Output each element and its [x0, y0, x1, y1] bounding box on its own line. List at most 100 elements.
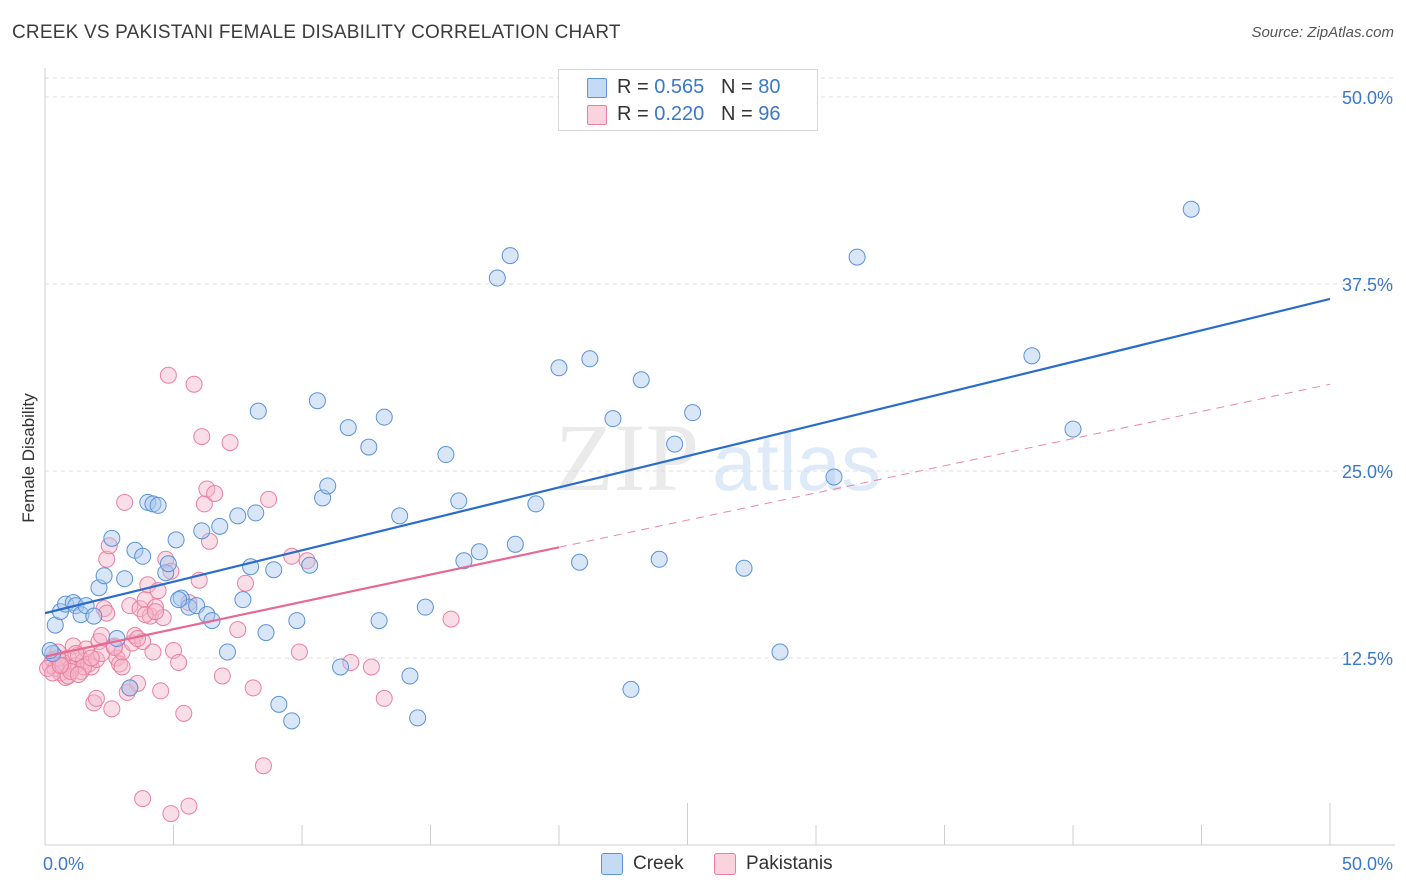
creek-point	[283, 712, 301, 730]
creek-legend-label: Creek	[633, 853, 684, 874]
creek-point	[229, 507, 247, 525]
creek-r-value: 0.565	[654, 75, 705, 98]
pakistanis-point	[442, 610, 460, 628]
pakistanis-legend-swatch	[587, 105, 607, 125]
pakistanis-point	[206, 484, 224, 502]
pakistanis-point	[213, 667, 231, 685]
creek-point	[167, 531, 185, 549]
creek-point	[159, 555, 177, 573]
creek-point	[72, 606, 90, 624]
creek-point	[622, 680, 640, 698]
series-legend-pakistanis: Pakistanis	[714, 851, 833, 877]
x-tick-label: 0.0%	[43, 854, 84, 874]
pakistanis-point	[193, 428, 211, 446]
creek-point	[265, 561, 283, 579]
y-tick-label: 50.0%	[1342, 88, 1393, 108]
creek-r-label: R =	[617, 75, 649, 98]
pakistanis-point	[51, 656, 69, 674]
pakistanis-point	[134, 790, 152, 808]
pakistanis-point	[195, 495, 213, 513]
creek-point	[339, 419, 357, 437]
creek-point	[249, 402, 267, 420]
pakistanis-point	[260, 490, 278, 508]
pakistanis-point	[229, 621, 247, 639]
pakistanis-point	[254, 757, 272, 775]
pakistanis-point	[98, 604, 116, 622]
creek-point	[632, 371, 650, 389]
pakistanis-point	[85, 694, 103, 712]
creek-point	[375, 408, 393, 426]
creek-point	[581, 350, 599, 368]
pakistanis-point	[82, 649, 100, 667]
creek-point	[666, 435, 684, 453]
creek-point	[571, 553, 589, 571]
pakistanis-n-label: N =	[720, 102, 753, 125]
watermark-atlas: atlas	[712, 418, 881, 507]
creek-point	[825, 468, 843, 486]
pakistanis-point	[362, 658, 380, 676]
pakistanis-point	[113, 658, 131, 676]
creek-point	[85, 607, 103, 625]
creek-point	[103, 529, 121, 547]
pakistanis-r-value: 0.220	[654, 102, 705, 125]
y-tick-label: 12.5%	[1342, 649, 1393, 669]
creek-point	[401, 667, 419, 685]
creek-point	[455, 552, 473, 570]
creek-point	[470, 543, 488, 561]
creek-n-value: 80	[758, 75, 781, 98]
creek-point	[488, 269, 506, 287]
creek-point	[506, 535, 524, 553]
creek-point	[1064, 420, 1082, 438]
pakistanis-stats-row: R = 0.220 N = 96	[617, 101, 780, 127]
pakistanis-point	[180, 797, 198, 815]
creek-point	[771, 643, 789, 661]
creek-point	[270, 695, 288, 713]
pakistanis-point	[147, 603, 165, 621]
pakistanis-point	[221, 434, 239, 452]
correlation-legend: R = 0.565 N = 80 R = 0.220 N = 96	[558, 69, 818, 131]
pakistanis-trend-line	[44, 546, 560, 658]
pakistanis-point	[136, 606, 154, 624]
pakistanis-point	[170, 653, 188, 671]
creek-point	[308, 392, 326, 410]
pakistanis-point	[159, 366, 177, 384]
creek-point	[211, 517, 229, 535]
creek-stats-row: R = 0.565 N = 80	[617, 74, 780, 100]
x-tick-label: 50.0%	[1342, 854, 1393, 874]
pakistanis-point	[175, 704, 193, 722]
pakistanis-point	[162, 805, 180, 823]
creek-point	[193, 522, 211, 540]
creek-point	[319, 477, 337, 495]
creek-point	[684, 404, 702, 422]
creek-point	[604, 410, 622, 428]
creek-point	[650, 550, 668, 568]
pakistanis-r-label: R =	[617, 102, 649, 125]
watermark-zip: ZIP	[555, 404, 699, 511]
creek-n-label: N =	[720, 75, 753, 98]
pakistanis-point	[103, 700, 121, 718]
chart-title: CREEK VS PAKISTANI FEMALE DISABILITY COR…	[12, 22, 621, 43]
pakistanis-point	[244, 679, 262, 697]
creek-point	[247, 504, 265, 522]
creek-point	[170, 591, 188, 609]
pakistanis-point	[93, 627, 111, 645]
pakistanis-legend-label: Pakistanis	[746, 853, 833, 874]
creek-point	[1182, 200, 1200, 218]
axes	[44, 68, 1395, 846]
creek-point	[437, 446, 455, 464]
creek-point	[218, 643, 236, 661]
creek-point	[332, 658, 350, 676]
creek-point	[288, 612, 306, 630]
creek-point	[735, 559, 753, 577]
creek-point	[409, 709, 427, 727]
chart-source: Source: ZipAtlas.com	[1251, 24, 1394, 41]
trend-lines	[44, 297, 1331, 658]
creek-point	[501, 247, 519, 265]
axis-labels: 12.5% 25.0% 37.5% 50.0% 0.0% 50.0% Female Disa…	[19, 88, 1393, 874]
y-axis-label: Female Disability	[19, 393, 38, 523]
y-tick-label: 25.0%	[1342, 462, 1393, 482]
series-legend-creek: Creek	[601, 851, 684, 877]
creek-trend-line	[44, 297, 1331, 615]
pakistanis-point	[87, 689, 105, 707]
